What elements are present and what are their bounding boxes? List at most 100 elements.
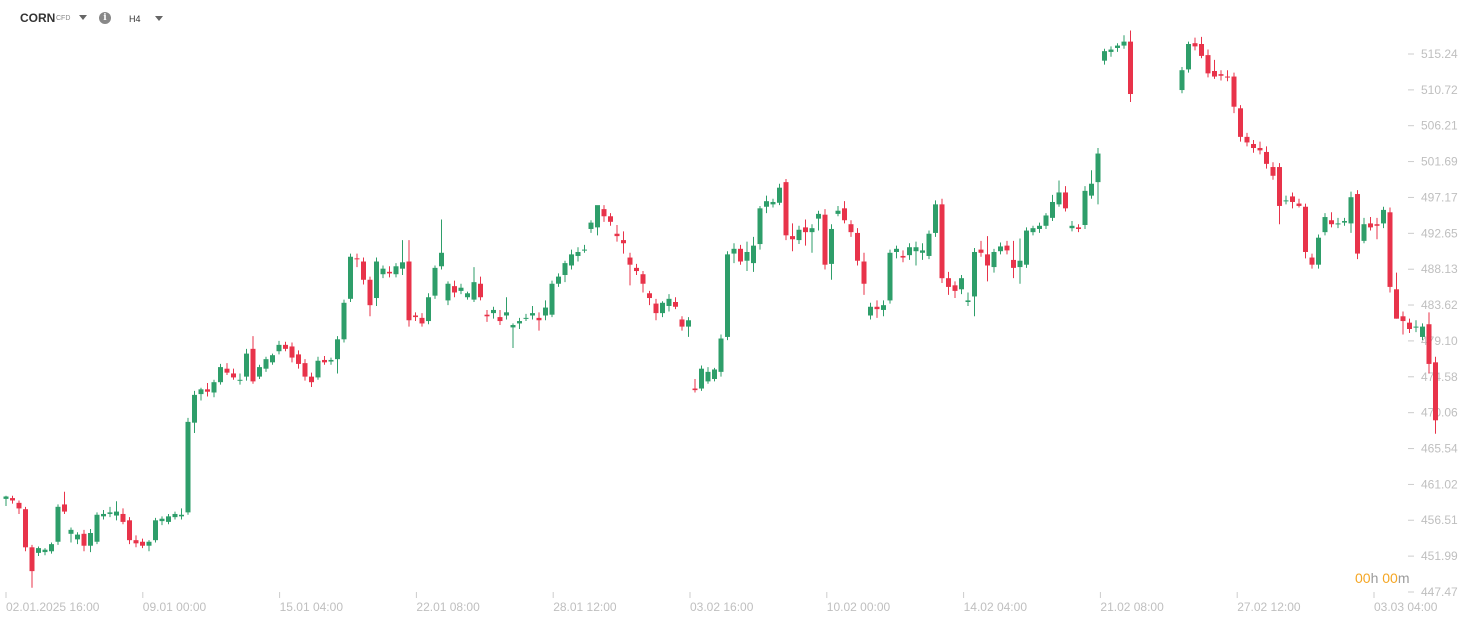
candle-body [146,541,152,546]
candle-body [549,283,555,315]
candle-body [985,254,990,266]
timeframe-dropdown-caret-icon[interactable] [155,16,163,21]
candle-body [1329,220,1334,225]
candle-body [36,548,41,553]
candle-body [23,509,28,548]
candle-body [127,520,132,541]
candle-body [842,208,847,221]
y-tick-label: 488.13 [1421,262,1458,276]
candle-body [1335,223,1341,225]
candle-body [1283,200,1289,202]
y-tick-label: 483.62 [1421,298,1458,312]
candle-body [978,249,984,253]
candle-body [1089,183,1094,196]
candle-body [120,513,126,522]
candle-body [614,233,620,237]
candle-body [900,255,906,258]
candle-body [159,518,165,522]
candle-body [49,544,54,552]
candle-body [796,229,802,241]
candle-body [640,274,646,284]
candle-body [244,353,249,377]
candle-body [705,371,711,382]
x-tick-label: 10.02 00:00 [827,600,891,614]
chart-header: CORN CFD i H4 [0,0,400,38]
candle-body [881,305,886,310]
x-tick-label: 09.01 00:00 [143,600,207,614]
candle-body [192,394,197,423]
candle-body [1205,55,1211,74]
x-tick-label: 22.01 08:00 [416,600,480,614]
timeframe-label[interactable]: H4 [129,14,141,24]
y-tick-label: 506.21 [1421,119,1458,133]
candle-body [497,317,503,322]
candle-body [712,369,717,380]
candle-body [270,355,275,363]
candle-body [595,205,600,228]
candle-body [517,321,522,324]
candle-body [1212,70,1217,77]
countdown-hours: 00 [1355,570,1371,586]
candle-body [608,216,613,222]
candle-body [380,268,386,275]
candle-body [1102,51,1107,61]
candle-body [562,263,568,276]
candle-body [1387,212,1393,287]
candle-body [627,257,633,265]
candle-body [1017,260,1023,268]
candle-body [510,325,516,328]
candle-body [68,529,74,534]
candle-body [289,346,295,358]
candle-body [959,278,964,290]
y-tick-label: 497.17 [1421,190,1458,204]
candle-body [972,251,977,297]
y-tick-label: 465.54 [1421,442,1458,456]
y-tick-label: 501.69 [1421,155,1458,169]
candle-body [133,540,139,544]
y-tick-label: 492.65 [1421,226,1458,240]
candle-body [1270,167,1276,176]
countdown-minutes: 00 [1382,570,1398,586]
candle-body [426,297,431,322]
y-tick-label: 447.47 [1421,585,1458,599]
y-tick-label: 510.72 [1421,83,1458,97]
candle-body [1082,190,1088,225]
y-tick-label: 515.24 [1421,47,1458,61]
candle-body [913,247,919,252]
candle-body [94,514,100,542]
candle-body [432,267,438,296]
candle-body [803,227,808,233]
candle-body [393,266,399,275]
candle-body [1342,221,1347,223]
candle-body [738,248,743,262]
candle-body [699,368,704,389]
symbol-dropdown-caret-icon[interactable] [79,15,87,20]
candle-body [140,541,145,546]
candle-body [588,222,594,229]
info-icon[interactable]: i [99,12,111,24]
candle-body [3,496,9,499]
candle-body [471,282,477,300]
candle-body [42,549,48,553]
candle-body [692,388,698,391]
candle-body [250,348,256,382]
symbol-name[interactable]: CORN [20,11,56,25]
candle-body [211,382,217,393]
candle-body [744,251,750,261]
candle-body [114,511,119,516]
x-tick-label: 03.02 16:00 [690,600,754,614]
candle-body [1290,196,1295,202]
candle-body [374,261,379,299]
candle-body [179,514,184,517]
candle-body [88,533,93,546]
candle-body [634,267,639,272]
candle-body [1400,316,1406,322]
candle-body [1244,136,1250,143]
candle-body [1368,223,1373,228]
candle-body [770,201,776,205]
candle-body [601,209,607,217]
candle-body [348,256,353,299]
candle-body [387,271,392,274]
candle-body [1238,108,1243,137]
